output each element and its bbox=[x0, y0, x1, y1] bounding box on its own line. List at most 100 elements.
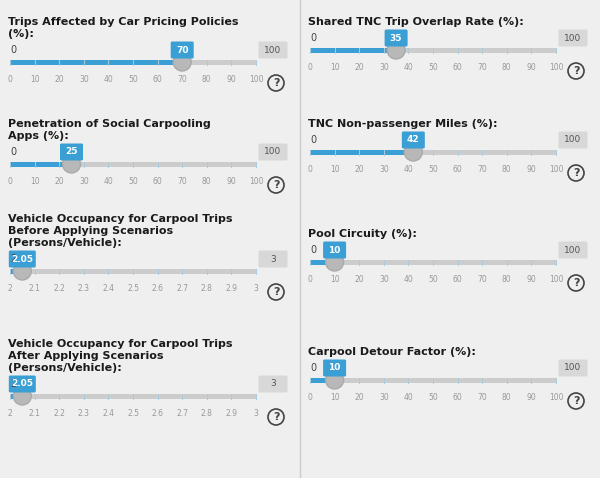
Text: 70: 70 bbox=[176, 45, 188, 54]
Text: 20: 20 bbox=[355, 165, 364, 174]
Circle shape bbox=[173, 53, 191, 71]
Text: 3: 3 bbox=[270, 254, 276, 263]
Text: 35: 35 bbox=[390, 33, 403, 43]
Text: 80: 80 bbox=[502, 275, 512, 284]
Text: 50: 50 bbox=[128, 177, 138, 186]
Text: 60: 60 bbox=[453, 393, 463, 402]
Text: 0: 0 bbox=[8, 177, 13, 186]
Text: 90: 90 bbox=[527, 63, 536, 72]
Text: 3: 3 bbox=[270, 380, 276, 389]
Text: 0: 0 bbox=[308, 165, 313, 174]
FancyBboxPatch shape bbox=[9, 250, 36, 268]
Text: 60: 60 bbox=[453, 165, 463, 174]
Text: 100: 100 bbox=[249, 177, 263, 186]
Text: Vehicle Occupancy for Carpool Trips: Vehicle Occupancy for Carpool Trips bbox=[8, 214, 233, 224]
Text: 2.4: 2.4 bbox=[103, 409, 115, 418]
Circle shape bbox=[13, 262, 31, 280]
Text: 0: 0 bbox=[310, 33, 316, 43]
Text: 30: 30 bbox=[79, 177, 89, 186]
Text: 2.5: 2.5 bbox=[127, 284, 139, 293]
Text: 0: 0 bbox=[10, 45, 16, 55]
Bar bbox=[335, 378, 556, 382]
Text: 2.9: 2.9 bbox=[226, 284, 238, 293]
Text: Before Applying Scenarios: Before Applying Scenarios bbox=[8, 226, 173, 236]
Text: 70: 70 bbox=[478, 165, 487, 174]
Text: TNC Non-passenger Miles (%):: TNC Non-passenger Miles (%): bbox=[308, 119, 497, 129]
Text: 30: 30 bbox=[379, 165, 389, 174]
Text: 100: 100 bbox=[249, 75, 263, 84]
Text: 10: 10 bbox=[328, 246, 341, 254]
Bar bbox=[10, 393, 22, 399]
Text: 20: 20 bbox=[355, 393, 364, 402]
Bar bbox=[22, 393, 256, 399]
Text: 30: 30 bbox=[379, 275, 389, 284]
Text: 100: 100 bbox=[265, 148, 281, 156]
Text: 0: 0 bbox=[310, 135, 316, 145]
Text: 90: 90 bbox=[527, 393, 536, 402]
Text: 2.6: 2.6 bbox=[152, 284, 164, 293]
Text: 40: 40 bbox=[404, 393, 413, 402]
Text: 100: 100 bbox=[565, 135, 581, 144]
Circle shape bbox=[387, 41, 405, 59]
FancyBboxPatch shape bbox=[323, 241, 346, 259]
Text: 10: 10 bbox=[330, 393, 340, 402]
Text: 100: 100 bbox=[549, 393, 563, 402]
Text: 10: 10 bbox=[330, 275, 340, 284]
Text: ?: ? bbox=[573, 66, 579, 76]
Text: 30: 30 bbox=[379, 63, 389, 72]
Text: 0: 0 bbox=[308, 63, 313, 72]
Text: 100: 100 bbox=[265, 45, 281, 54]
Text: 2: 2 bbox=[8, 409, 13, 418]
Bar bbox=[10, 162, 71, 166]
Text: 2.2: 2.2 bbox=[53, 409, 65, 418]
Text: 90: 90 bbox=[227, 177, 236, 186]
Text: 40: 40 bbox=[404, 63, 413, 72]
Text: 2.1: 2.1 bbox=[29, 284, 41, 293]
Text: 100: 100 bbox=[565, 246, 581, 254]
Bar bbox=[310, 47, 396, 53]
Text: 80: 80 bbox=[502, 393, 512, 402]
FancyBboxPatch shape bbox=[60, 143, 83, 161]
Bar bbox=[182, 59, 256, 65]
Text: 2.2: 2.2 bbox=[53, 284, 65, 293]
Text: 80: 80 bbox=[502, 165, 512, 174]
Text: 90: 90 bbox=[527, 275, 536, 284]
Text: 2.7: 2.7 bbox=[176, 409, 188, 418]
Text: (Persons/Vehicle):: (Persons/Vehicle): bbox=[8, 363, 122, 373]
Text: 60: 60 bbox=[153, 75, 163, 84]
Text: 50: 50 bbox=[428, 275, 438, 284]
Text: 3: 3 bbox=[254, 284, 259, 293]
Text: After Applying Scenarios: After Applying Scenarios bbox=[8, 351, 163, 361]
FancyBboxPatch shape bbox=[259, 42, 287, 58]
Text: 2.8: 2.8 bbox=[201, 409, 213, 418]
Text: 10: 10 bbox=[30, 75, 40, 84]
Text: 40: 40 bbox=[104, 75, 113, 84]
Text: 10: 10 bbox=[30, 177, 40, 186]
Text: ?: ? bbox=[573, 396, 579, 406]
FancyBboxPatch shape bbox=[559, 131, 587, 149]
Text: 20: 20 bbox=[355, 275, 364, 284]
Text: 2.4: 2.4 bbox=[103, 284, 115, 293]
Text: 2.5: 2.5 bbox=[127, 409, 139, 418]
Text: 2: 2 bbox=[10, 379, 16, 389]
Text: (%):: (%): bbox=[8, 29, 34, 39]
Bar bbox=[10, 269, 22, 273]
Text: 0: 0 bbox=[310, 363, 316, 373]
Text: 20: 20 bbox=[355, 63, 364, 72]
FancyBboxPatch shape bbox=[259, 250, 287, 268]
Text: ?: ? bbox=[273, 412, 279, 422]
Bar bbox=[71, 162, 256, 166]
Text: 10: 10 bbox=[328, 363, 341, 372]
Bar bbox=[22, 269, 256, 273]
Text: 100: 100 bbox=[565, 363, 581, 372]
FancyBboxPatch shape bbox=[402, 131, 425, 149]
Text: ?: ? bbox=[573, 278, 579, 288]
Text: 2.05: 2.05 bbox=[11, 380, 33, 389]
FancyBboxPatch shape bbox=[559, 241, 587, 259]
Circle shape bbox=[326, 253, 344, 271]
Text: 40: 40 bbox=[104, 177, 113, 186]
Bar bbox=[310, 378, 335, 382]
Text: 3: 3 bbox=[254, 409, 259, 418]
Text: 2.3: 2.3 bbox=[78, 284, 90, 293]
Text: 50: 50 bbox=[428, 165, 438, 174]
